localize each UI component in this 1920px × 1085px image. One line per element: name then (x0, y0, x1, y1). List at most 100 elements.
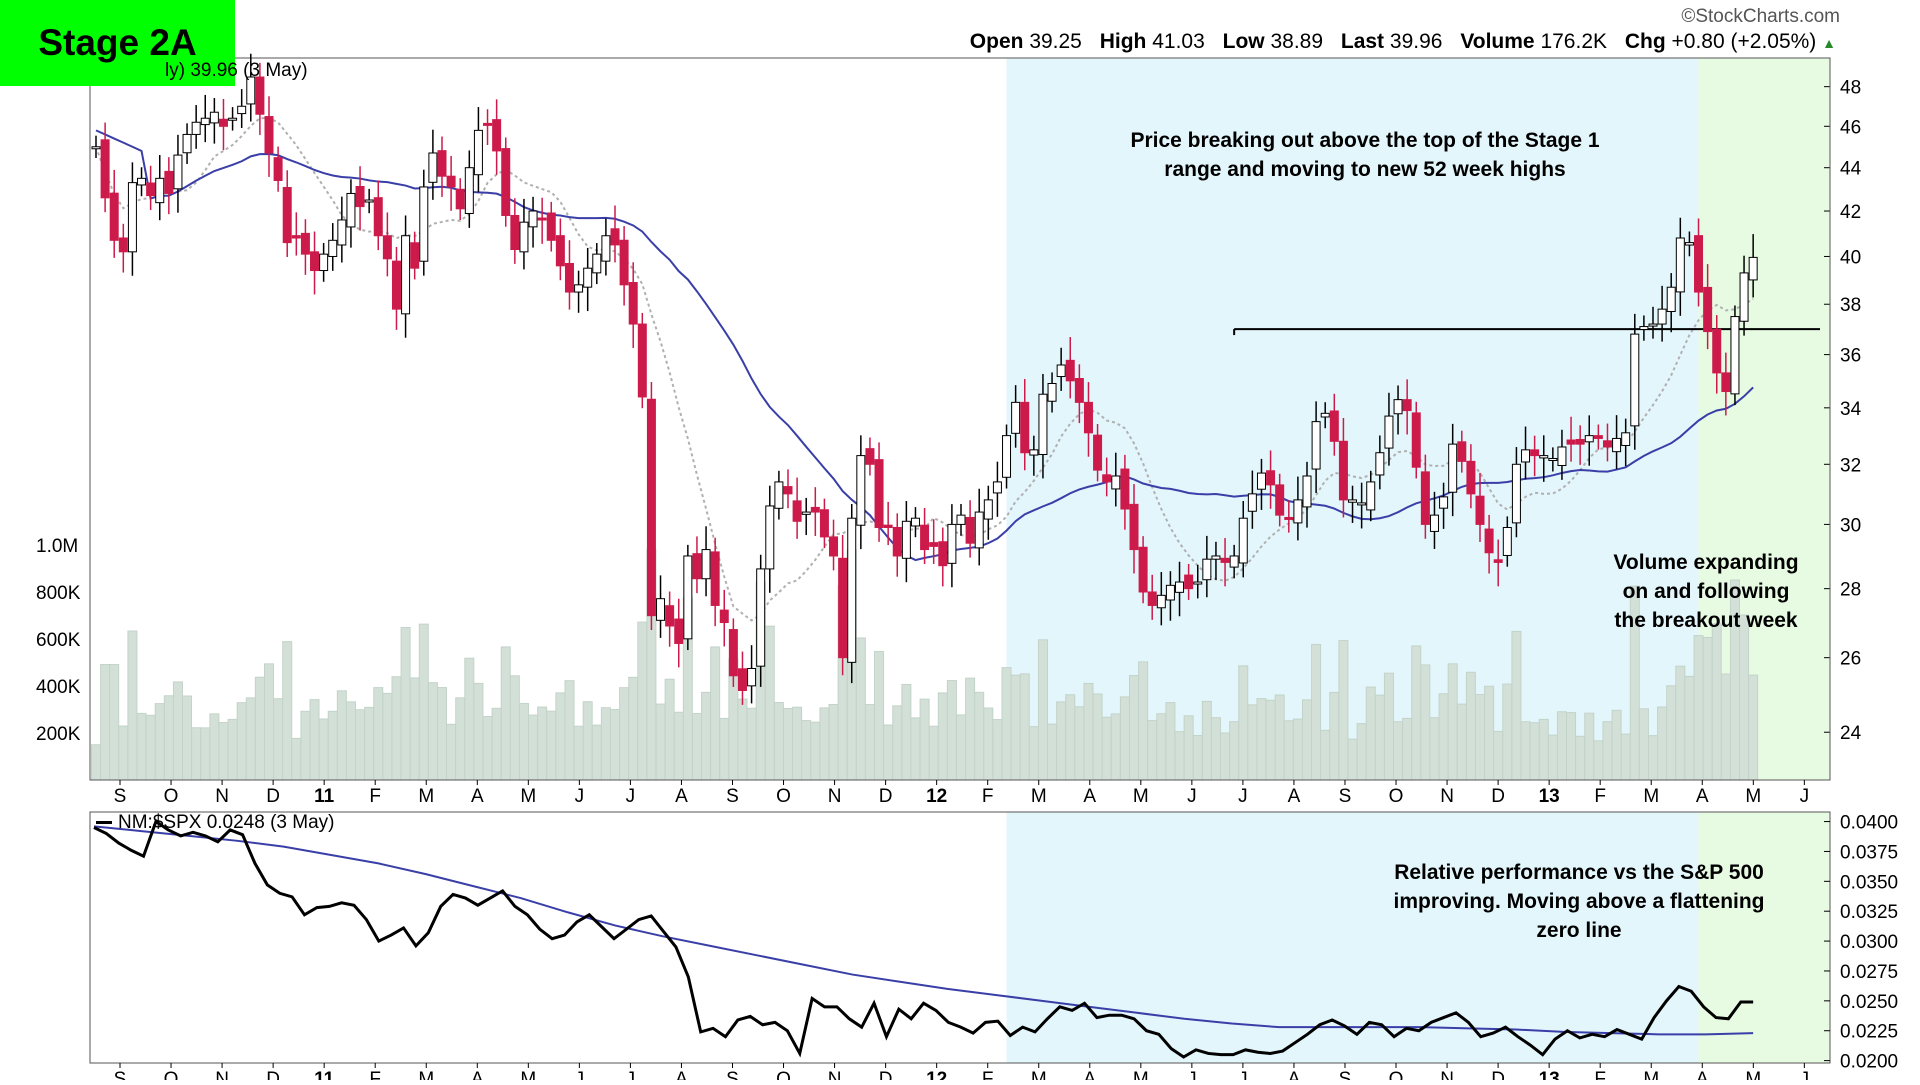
candle-body (819, 509, 829, 538)
volume-bar (937, 692, 948, 781)
volume-bar (764, 625, 775, 781)
candle-body (1047, 382, 1057, 402)
volume-bar (1748, 674, 1759, 781)
candle-body (1302, 475, 1312, 508)
volume-bar (1648, 735, 1658, 781)
volume-bar (1702, 636, 1713, 781)
volume-bar (1475, 694, 1485, 781)
candle-body (182, 133, 192, 154)
candle-body (1730, 316, 1740, 395)
price-title: ly) 39.96 (3 May) (165, 60, 308, 81)
candle-body (1566, 439, 1576, 445)
relative-annotation-line2: improving. Moving above a flattening (1393, 890, 1765, 913)
candle-body (1293, 499, 1303, 524)
candle-body (1247, 493, 1257, 512)
volume-tick-label: 1.0M (36, 536, 78, 557)
x-tick-label-rs: D (266, 1069, 280, 1080)
volume-bar (1201, 700, 1212, 781)
x-tick-label-price: J (1238, 786, 1248, 807)
volume-bar (1684, 675, 1695, 781)
x-tick-label-price: O (776, 786, 791, 807)
breakout-annotation-line1: Price breaking out above the top of the … (1130, 129, 1600, 152)
volume-bar (1092, 693, 1103, 781)
rs-tick-label: 0.0400 (1840, 813, 1898, 834)
volume-bar (1447, 663, 1458, 781)
x-tick-label-price: J (1187, 786, 1197, 807)
x-tick-label-price: A (675, 786, 688, 807)
x-tick-label-price: F (982, 786, 994, 807)
volume-bar (191, 727, 202, 781)
x-tick-label-rs: J (575, 1069, 585, 1080)
candle-body (1002, 435, 1012, 478)
candle-body (1020, 401, 1030, 454)
candle-body (1648, 323, 1658, 327)
candle-body (874, 459, 884, 529)
zone-stage2-rs (1698, 812, 1830, 1063)
x-tick-label-price: F (1594, 786, 1606, 807)
volume-bar (628, 676, 639, 781)
x-tick-label-rs: A (675, 1069, 688, 1080)
candle-body (1657, 308, 1667, 325)
volume-bar (1010, 674, 1021, 781)
price-tick-label: 38 (1840, 295, 1861, 316)
candle-body (428, 152, 438, 183)
volume-bar (928, 725, 939, 781)
volume-bar (254, 676, 265, 781)
candle-body (209, 111, 219, 124)
open-label: Open (969, 30, 1024, 53)
candle-body (1539, 455, 1549, 459)
candle-body (910, 517, 920, 527)
volume-bar (1511, 630, 1522, 781)
volume-bar (1693, 635, 1704, 781)
candle-body (1311, 421, 1321, 470)
x-tick-label-rs: N (828, 1069, 842, 1080)
volume-bar (282, 641, 293, 781)
candle-body (929, 542, 939, 547)
candle-body (737, 668, 747, 691)
volume-bar (1556, 711, 1567, 781)
rs-tick-label: 0.0200 (1840, 1052, 1898, 1073)
volume-bar (746, 707, 757, 781)
last-label: Last (1340, 30, 1385, 53)
volume-bar (1119, 696, 1130, 781)
price-tick-label: 40 (1840, 247, 1861, 268)
volume-bar (1611, 709, 1622, 781)
volume-bar (883, 724, 894, 781)
volume-bar (163, 695, 174, 781)
volume-bar (1411, 645, 1422, 781)
candle-body (1329, 410, 1339, 442)
candle-body (1484, 528, 1494, 554)
price-tick-label: 44 (1840, 159, 1862, 180)
volume-bar (910, 717, 921, 781)
volume-bar (1129, 675, 1139, 781)
candle-body (1411, 412, 1421, 468)
volume-bar (300, 710, 311, 781)
candle-body (137, 177, 147, 186)
volume-bar (1283, 720, 1294, 781)
candle-body (291, 235, 301, 239)
x-tick-label-rs: D (879, 1069, 893, 1080)
volume-bar (983, 707, 994, 781)
volume-bar (1593, 740, 1604, 781)
x-tick-label-price: A (1288, 786, 1301, 807)
candle-body (1584, 435, 1594, 443)
volume-bar (1001, 667, 1012, 781)
candle-body (1275, 484, 1285, 516)
volume-bar (992, 719, 1003, 781)
candle-body (519, 221, 529, 253)
candle-body (437, 150, 447, 177)
volume-bar (610, 709, 620, 781)
candle-body (1712, 328, 1722, 374)
candle-body (1165, 584, 1175, 601)
candle-body (1211, 555, 1221, 560)
rs-tick-label: 0.0375 (1840, 842, 1898, 863)
volume-bar (446, 723, 457, 781)
x-tick-label-rs: J (1187, 1069, 1197, 1080)
credit-text: ©StockCharts.com (1681, 6, 1840, 27)
volume-bar (919, 698, 930, 781)
x-tick-label-rs: M (1745, 1069, 1761, 1080)
volume-bar (1374, 694, 1385, 781)
volume-bar (264, 663, 274, 781)
volume-bar (345, 701, 356, 781)
candle-body (1420, 471, 1430, 525)
